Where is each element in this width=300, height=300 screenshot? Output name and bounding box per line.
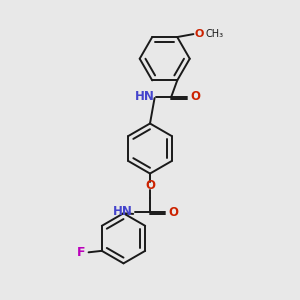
Text: O: O <box>145 179 155 192</box>
Text: CH₃: CH₃ <box>206 28 224 38</box>
Text: O: O <box>169 206 179 219</box>
Text: O: O <box>190 90 200 103</box>
Text: O: O <box>195 29 204 39</box>
Text: F: F <box>77 246 86 259</box>
Text: HN: HN <box>113 205 133 218</box>
Text: HN: HN <box>135 89 155 103</box>
